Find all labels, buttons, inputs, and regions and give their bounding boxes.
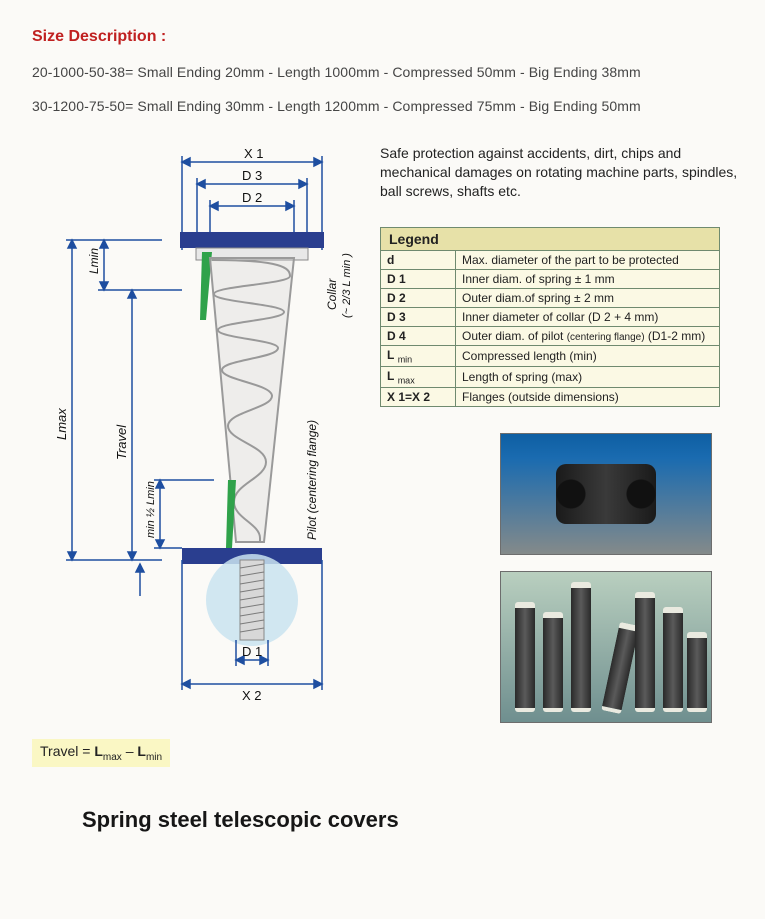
travel-formula: Travel = Lmax – Lmin bbox=[32, 739, 170, 767]
label-pilot: Pilot (centering flange) bbox=[305, 420, 319, 540]
label-collar: Collar bbox=[325, 278, 339, 310]
dim-d2: D 2 bbox=[242, 190, 262, 205]
legend-desc: Inner diam. of spring ± 1 mm bbox=[456, 269, 720, 288]
legend-symbol: D 4 bbox=[381, 326, 456, 345]
label-collar-sub: (~ 2/3 L min ) bbox=[341, 253, 353, 318]
size-description-heading: Size Description : bbox=[32, 28, 739, 46]
legend-desc: Inner diameter of collar (D 2 + 4 mm) bbox=[456, 307, 720, 326]
size-line-2: 30-1200-75-50= Small Ending 30mm - Lengt… bbox=[32, 98, 739, 114]
dim-d1: D 1 bbox=[242, 644, 262, 659]
legend-symbol: D 1 bbox=[381, 269, 456, 288]
safety-description: Safe protection against accidents, dirt,… bbox=[380, 144, 739, 201]
legend-symbol: d bbox=[381, 250, 456, 269]
legend-symbol: L max bbox=[381, 367, 456, 388]
legend-desc: Max. diameter of the part to be protecte… bbox=[456, 250, 720, 269]
dim-lmin: Lmin bbox=[87, 248, 101, 274]
bottom-heading: Spring steel telescopic covers bbox=[82, 807, 739, 833]
legend-desc: Length of spring (max) bbox=[456, 367, 720, 388]
legend-desc: Flanges (outside dimensions) bbox=[456, 388, 720, 407]
dim-lmax: Lmax bbox=[54, 408, 69, 440]
dim-travel: Travel bbox=[114, 424, 129, 460]
legend-symbol: L min bbox=[381, 345, 456, 366]
spring-diagram: X 1 D 3 D 2 bbox=[32, 140, 362, 767]
dim-half-lmin: min ½ Lmin bbox=[145, 481, 157, 538]
legend-table: Legend dMax. diameter of the part to be … bbox=[380, 227, 720, 408]
size-line-1: 20-1000-50-38= Small Ending 20mm - Lengt… bbox=[32, 64, 739, 80]
legend-symbol: D 3 bbox=[381, 307, 456, 326]
legend-desc: Outer diam.of spring ± 2 mm bbox=[456, 288, 720, 307]
legend-title: Legend bbox=[381, 227, 720, 250]
dim-x1: X 1 bbox=[244, 146, 264, 161]
dim-d3: D 3 bbox=[242, 168, 262, 183]
legend-desc: Outer diam. of pilot (centering flange) … bbox=[456, 326, 720, 345]
legend-symbol: D 2 bbox=[381, 288, 456, 307]
legend-desc: Compressed length (min) bbox=[456, 345, 720, 366]
product-photo-2 bbox=[500, 571, 712, 723]
product-photo-1 bbox=[500, 433, 712, 555]
dim-x2: X 2 bbox=[242, 688, 262, 703]
legend-symbol: X 1=X 2 bbox=[381, 388, 456, 407]
